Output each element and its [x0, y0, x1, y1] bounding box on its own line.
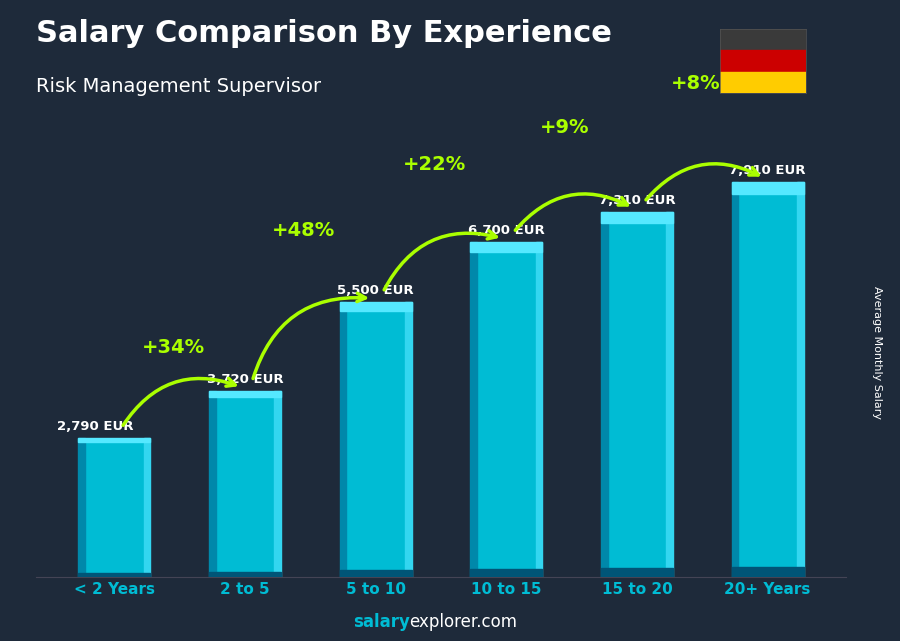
Bar [601, 568, 673, 577]
Bar [209, 572, 281, 577]
Text: Salary Comparison By Experience: Salary Comparison By Experience [36, 19, 612, 48]
Text: 2,790 EUR: 2,790 EUR [57, 420, 133, 433]
Text: +48%: +48% [272, 221, 336, 240]
Text: +34%: +34% [141, 338, 204, 357]
Text: +8%: +8% [670, 74, 721, 92]
Bar [536, 242, 543, 577]
Text: 6,700 EUR: 6,700 EUR [468, 224, 544, 237]
Bar [78, 438, 150, 442]
Bar [340, 570, 411, 577]
Bar [209, 391, 216, 577]
Bar [601, 212, 608, 577]
Text: 7,910 EUR: 7,910 EUR [729, 164, 806, 177]
Bar [471, 242, 477, 577]
Bar [340, 303, 411, 577]
Text: Average Monthly Salary: Average Monthly Salary [872, 286, 883, 419]
Bar [666, 212, 673, 577]
Bar [209, 391, 281, 397]
Bar [732, 567, 804, 577]
Bar [732, 182, 804, 577]
Bar [78, 438, 85, 577]
Text: +9%: +9% [540, 119, 590, 137]
Bar [405, 303, 411, 577]
Bar [471, 242, 543, 253]
Bar [78, 438, 150, 577]
Bar [78, 574, 150, 577]
Bar [720, 72, 806, 93]
Bar [274, 391, 281, 577]
Bar [340, 303, 411, 310]
Text: explorer.com: explorer.com [410, 613, 518, 631]
Bar [720, 29, 806, 50]
Bar [340, 303, 346, 577]
Text: Risk Management Supervisor: Risk Management Supervisor [36, 77, 321, 96]
Text: 7,310 EUR: 7,310 EUR [598, 194, 675, 207]
Text: salary: salary [353, 613, 410, 631]
Bar [797, 182, 804, 577]
Bar [601, 212, 673, 577]
Bar [471, 569, 543, 577]
Bar [601, 212, 673, 223]
Bar [144, 438, 150, 577]
Bar [209, 391, 281, 577]
Bar [732, 182, 738, 577]
Text: 3,720 EUR: 3,720 EUR [207, 373, 284, 386]
Bar [732, 182, 804, 194]
Bar [471, 242, 543, 577]
Text: 5,500 EUR: 5,500 EUR [338, 285, 414, 297]
Text: +22%: +22% [403, 155, 466, 174]
Bar [720, 50, 806, 72]
